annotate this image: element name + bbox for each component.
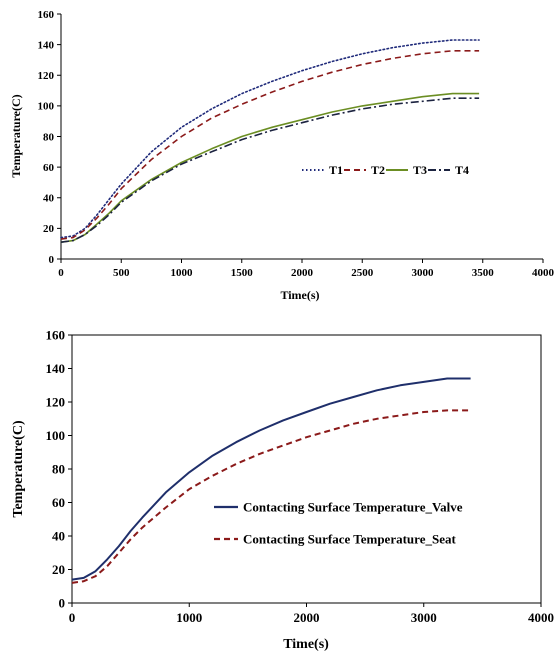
y-tick-label: 80 <box>52 462 65 477</box>
plot-border <box>72 335 541 603</box>
y-tick-label: 160 <box>38 9 55 21</box>
y-tick-label: 0 <box>49 254 55 266</box>
x-tick-label: 1500 <box>231 267 254 279</box>
y-tick-label: 120 <box>46 395 66 410</box>
y-axis-title-top: Temperature(C) <box>9 94 23 177</box>
y-ticks-bottom: 0 20 40 60 80 100 120 140 160 <box>46 328 73 611</box>
legend-label-2: T3 <box>413 163 427 177</box>
x-tick-label: 3000 <box>411 610 437 625</box>
chart-top: 0 20 40 60 80 100 120 140 160 0 500 1000 1500 2000 25… <box>0 0 559 328</box>
y-tick-label: 0 <box>59 596 66 611</box>
x-tick-label: 3500 <box>472 267 495 279</box>
y-tick-label: 160 <box>46 328 66 343</box>
y-tick-label: 20 <box>43 223 55 235</box>
y-tick-label: 40 <box>43 193 55 205</box>
y-tick-label: 140 <box>46 361 66 376</box>
x-axis-title-top: Time(s) <box>280 288 319 302</box>
y-tick-label: 60 <box>52 495 65 510</box>
x-tick-label: 2000 <box>294 610 320 625</box>
legend-label-1: T2 <box>371 163 385 177</box>
y-tick-label: 40 <box>52 529 65 544</box>
y-tick-label: 140 <box>38 39 55 51</box>
x-tick-label: 2500 <box>351 267 374 279</box>
series-line-0 <box>72 379 471 580</box>
x-axis-title-bottom: Time(s) <box>283 637 329 652</box>
legend-label-1: Contacting Surface Temperature_Seat <box>243 532 456 547</box>
series-line-0 <box>61 40 479 238</box>
y-axis-title-bottom: Temperature(C) <box>11 420 26 518</box>
x-tick-label: 4000 <box>528 610 554 625</box>
x-tick-label: 0 <box>58 267 64 279</box>
legend-label-3: T4 <box>455 163 469 177</box>
series-lines-top <box>61 40 479 242</box>
y-tick-label: 80 <box>43 131 55 143</box>
x-tick-label: 1000 <box>171 267 194 279</box>
x-tick-label: 3000 <box>412 267 435 279</box>
x-tick-label: 1000 <box>176 610 202 625</box>
legend-top: T1 T2 T3 T4 <box>302 163 469 177</box>
legend-label-0: T1 <box>329 163 343 177</box>
y-tick-label: 20 <box>52 562 65 577</box>
y-tick-label: 100 <box>46 428 66 443</box>
plot-frame-bottom <box>72 335 541 603</box>
x-tick-label: 2000 <box>291 267 314 279</box>
y-ticks-top: 0 20 40 60 80 100 120 140 160 <box>38 9 62 266</box>
legend-bottom: Contacting Surface Temperature_Valve Cont… <box>214 500 463 547</box>
x-tick-label: 500 <box>113 267 130 279</box>
x-ticks-top: 0 500 1000 1500 2000 2500 3000 3500 4000 <box>58 259 554 279</box>
y-tick-label: 60 <box>43 162 55 174</box>
x-ticks-bottom: 0 1000 2000 3000 4000 <box>69 603 554 625</box>
series-line-1 <box>72 410 471 583</box>
series-line-1 <box>61 51 479 239</box>
x-tick-label: 4000 <box>532 267 555 279</box>
plot-frame-top <box>61 14 543 259</box>
series-lines-bottom <box>72 379 471 583</box>
y-tick-label: 120 <box>38 70 55 82</box>
y-tick-label: 100 <box>38 101 55 113</box>
legend-label-0: Contacting Surface Temperature_Valve <box>243 500 463 515</box>
x-tick-label: 0 <box>69 610 76 625</box>
